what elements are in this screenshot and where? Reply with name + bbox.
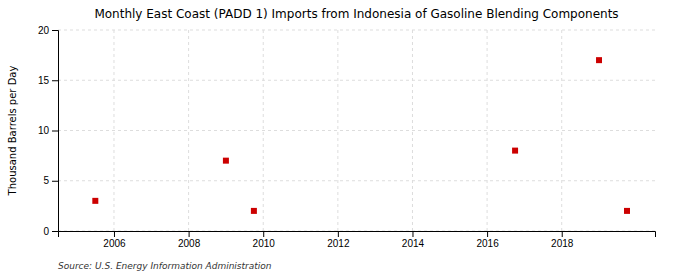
tick-label: 10 (38, 125, 50, 136)
point (223, 158, 229, 164)
tick-mark (562, 231, 563, 237)
tick: 2010 (253, 231, 276, 249)
y-label: Thousand Barrels per Day (7, 66, 18, 197)
source-note: Source: U.S. Energy Information Administ… (58, 261, 272, 271)
tick-mark (114, 231, 115, 237)
grid-line-x (337, 30, 338, 231)
point (251, 208, 257, 214)
tick-label: 20 (38, 25, 50, 36)
tick: 2008 (178, 231, 201, 249)
grid-line-y (58, 130, 655, 131)
tick: 2018 (551, 231, 574, 249)
tick-mark (52, 231, 58, 232)
grid-line-y (58, 30, 655, 31)
tick-mark (487, 231, 488, 237)
tick-label: 2018 (551, 238, 574, 249)
tick-mark (189, 231, 190, 237)
point (624, 208, 630, 214)
grid-line-y (58, 180, 655, 181)
tick-mark (263, 231, 264, 237)
tick-label: 2014 (402, 238, 425, 249)
tick: 2012 (327, 231, 350, 249)
point (596, 57, 602, 63)
tick-mark (52, 30, 58, 31)
tick-label: 5 (43, 175, 49, 186)
tick-mark (338, 231, 339, 237)
tick-label: 0 (43, 226, 49, 237)
point (512, 148, 518, 154)
tick: 20 (38, 25, 58, 36)
points (92, 57, 630, 214)
x-axis: 2006 2008 2010 2012 2014 2016 2018 (59, 231, 656, 249)
grid-line-x (188, 30, 189, 231)
point (92, 198, 98, 204)
y-axis: 0 5 10 15 20 (38, 25, 59, 237)
tick: 15 (38, 75, 58, 86)
tick-label: 2006 (103, 238, 126, 249)
tick-label: 2016 (476, 238, 499, 249)
grid-line-y (58, 80, 655, 81)
tick-label: 2008 (178, 238, 201, 249)
tick: 10 (38, 125, 58, 136)
tick: 2014 (402, 231, 425, 249)
tick-mark (52, 181, 58, 182)
tick: 5 (43, 175, 58, 186)
axis-line (59, 232, 656, 238)
tick-mark (52, 80, 58, 81)
tick-label: 2012 (327, 238, 350, 249)
tick-mark (52, 131, 58, 132)
axis-line (52, 31, 59, 232)
tick: 0 (43, 226, 58, 237)
tick-mark (412, 231, 413, 237)
tick: 2016 (476, 231, 499, 249)
grid (58, 30, 655, 231)
chart: 2006 2008 2010 2012 2014 2016 2018 0 5 10 15 20 Mont… (0, 0, 675, 275)
plot-area: 2006 2008 2010 2012 2014 2016 2018 0 5 10 15 20 (38, 25, 656, 249)
title: Monthly East Coast (PADD 1) Imports from… (94, 7, 618, 21)
tick-label: 15 (38, 75, 50, 86)
tick-label: 2010 (253, 238, 276, 249)
tick: 2006 (103, 231, 126, 249)
